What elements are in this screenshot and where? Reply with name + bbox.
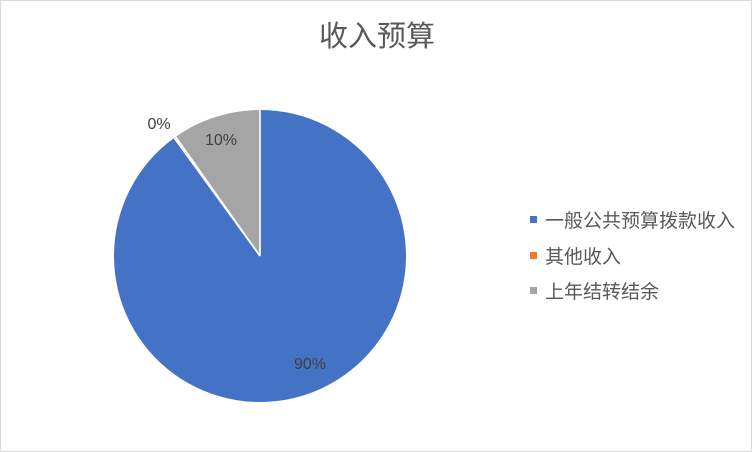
svg-text:10%: 10% bbox=[205, 132, 237, 149]
svg-text:0%: 0% bbox=[147, 116, 170, 133]
svg-text:90%: 90% bbox=[294, 356, 326, 373]
